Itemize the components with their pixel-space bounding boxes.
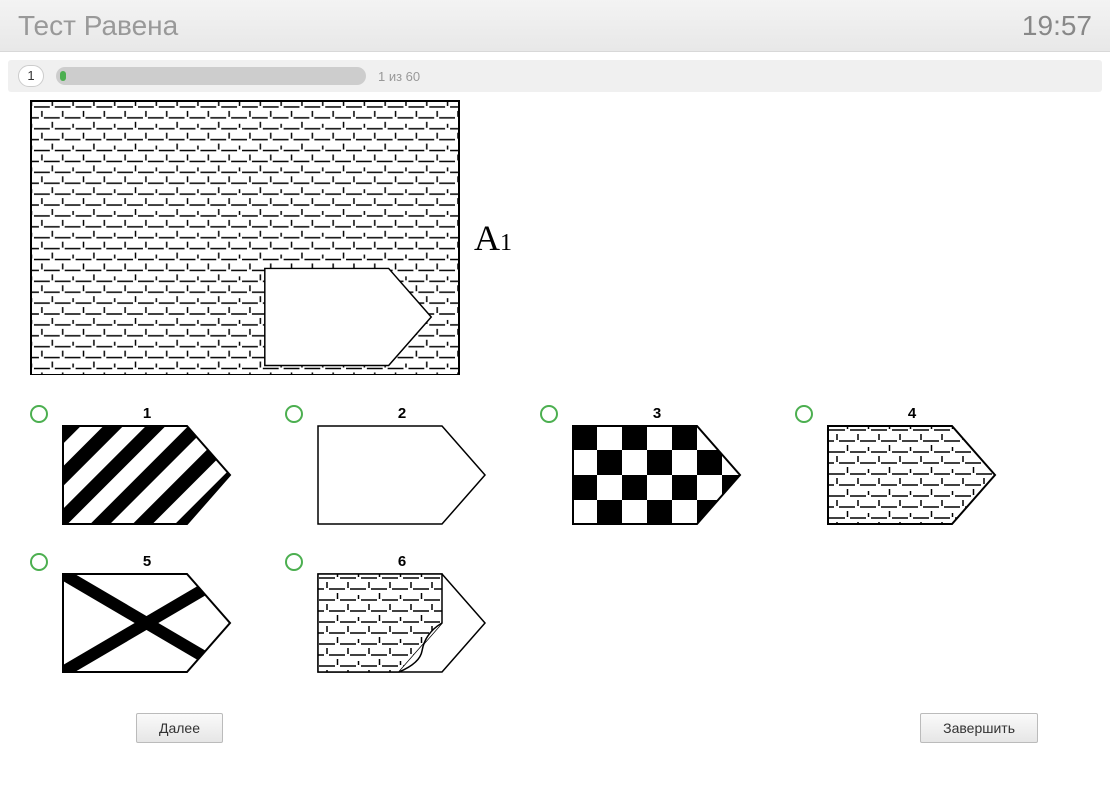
option-label-2: 2 [398, 405, 406, 422]
option-body-1[interactable]: 1 [62, 405, 232, 525]
next-button[interactable]: Далее [136, 713, 223, 743]
option-label-1: 1 [143, 405, 151, 422]
option-shape-1 [62, 425, 232, 525]
option-label-4: 4 [908, 405, 916, 422]
option-shape-5 [62, 573, 232, 673]
option-5: 5 [30, 553, 285, 673]
option-3: 3 [540, 405, 795, 525]
radio-6[interactable] [285, 553, 303, 571]
option-6: 6 [285, 553, 540, 673]
page-header: Тест Равена 19:57 [0, 0, 1110, 52]
option-label-5: 5 [143, 553, 151, 570]
option-body-4[interactable]: 4 [827, 405, 997, 525]
stimulus-area: A1 [30, 100, 1080, 375]
question-content: A1 1 2 [0, 92, 1110, 743]
option-body-5[interactable]: 5 [62, 553, 232, 673]
option-label-6: 6 [398, 553, 406, 570]
option-shape-3 [572, 425, 742, 525]
question-number-badge: 1 [18, 65, 44, 87]
radio-1[interactable] [30, 405, 48, 423]
footer-buttons: Далее Завершить [30, 701, 1080, 743]
option-shape-4 [827, 425, 997, 525]
option-body-6[interactable]: 6 [317, 553, 487, 673]
answer-options: 1 2 [30, 405, 1080, 701]
stimulus-label: A1 [474, 217, 512, 259]
stimulus-matrix [30, 100, 460, 375]
countdown-timer: 19:57 [1022, 10, 1092, 42]
radio-3[interactable] [540, 405, 558, 423]
option-4: 4 [795, 405, 1050, 525]
option-label-3: 3 [653, 405, 661, 422]
progress-bar-fill [60, 71, 66, 81]
option-2: 2 [285, 405, 540, 525]
radio-5[interactable] [30, 553, 48, 571]
radio-2[interactable] [285, 405, 303, 423]
stimulus-svg [32, 102, 458, 374]
option-shape-2 [317, 425, 487, 525]
option-1: 1 [30, 405, 285, 525]
finish-button[interactable]: Завершить [920, 713, 1038, 743]
progress-bar-track [56, 67, 366, 85]
progress-bar-row: 1 1 из 60 [8, 60, 1102, 92]
option-body-2[interactable]: 2 [317, 405, 487, 525]
progress-label: 1 из 60 [378, 69, 420, 84]
page-title: Тест Равена [18, 10, 178, 42]
option-body-3[interactable]: 3 [572, 405, 742, 525]
option-shape-6 [317, 573, 487, 673]
radio-4[interactable] [795, 405, 813, 423]
